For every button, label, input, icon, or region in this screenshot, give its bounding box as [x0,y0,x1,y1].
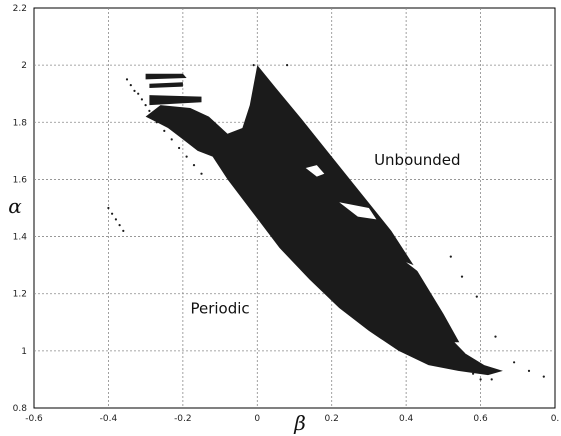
scatter-point [460,275,464,278]
scatter-point [155,121,158,124]
scatter-point [527,369,531,372]
region-1 [145,73,187,80]
y-tick-label: 1.4 [13,233,28,243]
y-tick-label: 1.6 [13,175,28,185]
scatter-point [475,295,478,298]
region-3 [149,95,202,106]
region-0 [145,65,503,376]
annotations: Unbounded Periodic [190,151,460,318]
y-tick-label: 1 [21,347,27,357]
x-tick-label: -0.6 [25,414,43,424]
y-tick-label: 1.8 [13,118,28,128]
scatter-point [118,224,121,227]
scatter-point [114,218,117,221]
x-tick-label: -0.4 [100,414,118,424]
x-axis-label: β [293,411,306,435]
scatter-point [200,172,203,175]
scatter-point [185,155,188,158]
x-tick-label: 0.2 [325,414,339,424]
region-7 [454,342,474,356]
scatter-point [129,84,132,87]
y-tick-label: 2 [21,61,27,71]
scatter-points [107,64,545,381]
y-tick-label: 0.8 [13,404,28,414]
scatter-point [111,212,114,215]
annotation-0: Unbounded [374,151,460,169]
scatter-point [122,229,125,232]
regions [145,65,503,376]
annotation-1: Periodic [190,300,249,318]
scatter-point [148,109,151,112]
scatter-point [137,92,140,95]
y-tick-label: 1.2 [13,290,27,300]
scatter-point [170,138,173,141]
scatter-point [192,164,196,167]
scatter-point [513,361,516,364]
scatter-point [178,146,181,150]
scatter-point [542,375,545,378]
scatter-point [494,335,497,338]
scatter-point [140,98,143,101]
y-axis-label: α [8,194,22,218]
scatter-point [252,64,255,67]
x-tick-label: 0.6 [473,414,488,424]
scatter-point [490,378,493,381]
x-axis-ticks: -0.6 -0.4 -0.2 0 0.2 0.4 0.6 0. [25,414,559,424]
y-axis-ticks: 0.8 1 1.2 1.4 1.6 1.8 2 2.2 [13,4,28,414]
region-5 [305,165,325,177]
y-tick-label: 2.2 [13,4,27,14]
scatter-point [133,89,136,92]
region-4 [339,202,377,220]
scatter-point [472,372,475,375]
scatter-point [107,206,110,210]
scatter-point [144,104,147,107]
scatter-point [163,129,166,132]
scatter-point [449,255,452,258]
x-tick-label: 0.4 [399,414,414,424]
scatter-point [125,78,129,81]
scatter-point [479,378,482,381]
region-2 [149,82,183,88]
scatter-point [286,64,289,67]
scatter-point [152,115,155,118]
x-tick-label: 0. [551,414,560,424]
x-tick-label: -0.2 [174,414,192,424]
x-tick-label: 0 [254,414,260,424]
